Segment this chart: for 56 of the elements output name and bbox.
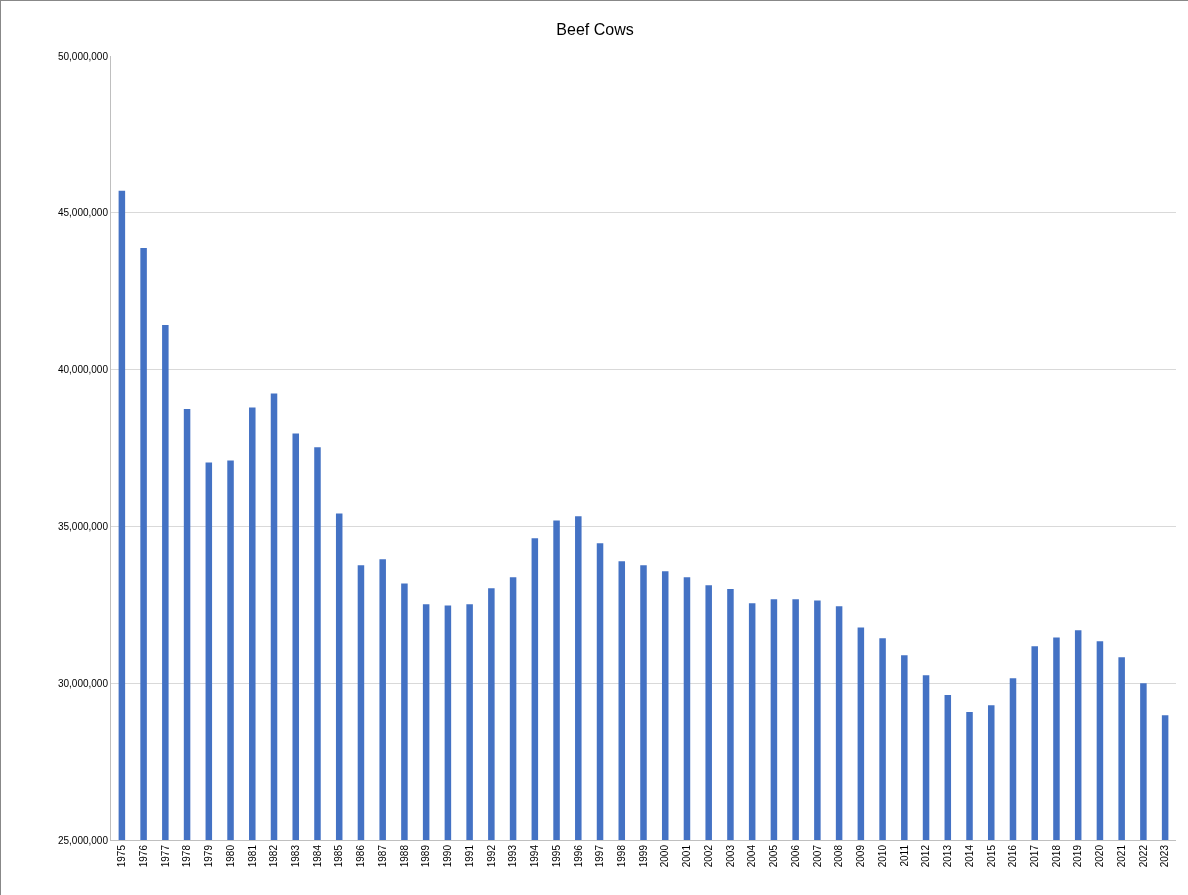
x-tick-label: 1990 bbox=[442, 844, 454, 868]
x-tick-label: 1991 bbox=[463, 844, 475, 868]
x-tick-label: 2011 bbox=[898, 844, 910, 867]
x-tick-label: 2008 bbox=[833, 844, 845, 868]
y-tick-label: 50,000,000 bbox=[57, 50, 109, 62]
x-tick-label: 1978 bbox=[181, 844, 193, 868]
x-tick-label: 1988 bbox=[398, 844, 410, 868]
x-tick-label: 2019 bbox=[1072, 844, 1084, 868]
x-tick-label: 1995 bbox=[550, 844, 562, 868]
x-tick-label: 2009 bbox=[855, 844, 867, 868]
y-tick-label: 40,000,000 bbox=[57, 364, 109, 376]
x-tick-label: 2014 bbox=[963, 844, 975, 868]
x-tick-label: 2021 bbox=[1115, 844, 1127, 868]
x-tick-label: 1981 bbox=[246, 844, 258, 868]
x-tick-label: 2005 bbox=[768, 844, 780, 868]
x-tick-label: 2020 bbox=[1094, 844, 1106, 868]
x-tick-label: 2017 bbox=[1028, 844, 1040, 868]
x-tick-label: 1982 bbox=[268, 844, 280, 868]
x-tick-label: 1994 bbox=[529, 844, 541, 868]
x-tick-label: 1985 bbox=[333, 844, 345, 868]
x-tick-label: 2015 bbox=[985, 844, 997, 868]
x-tick-label: 2004 bbox=[746, 844, 758, 868]
x-tick-label: 2013 bbox=[942, 844, 954, 868]
x-tick-label: 1977 bbox=[159, 844, 171, 868]
x-tick-label: 1996 bbox=[572, 844, 584, 868]
x-tick-label: 1986 bbox=[355, 844, 367, 868]
x-tick-label: 2022 bbox=[1137, 844, 1149, 868]
x-tick-label: 1983 bbox=[289, 844, 301, 868]
x-tick-label: 2023 bbox=[1159, 844, 1171, 868]
x-tick-label: 2001 bbox=[681, 844, 693, 868]
y-tick-label: 25,000,000 bbox=[57, 834, 109, 846]
x-tick-label: 1998 bbox=[616, 844, 628, 868]
x-tick-label: 2016 bbox=[1007, 844, 1019, 868]
chart-title: Beef Cows bbox=[556, 20, 634, 38]
x-tick-label: 1993 bbox=[507, 844, 519, 868]
x-tick-label: 2000 bbox=[659, 844, 671, 868]
x-tick-label: 1999 bbox=[637, 844, 649, 868]
x-tick-label: 2007 bbox=[811, 844, 823, 868]
x-tick-label: 1987 bbox=[376, 844, 388, 868]
x-tick-label: 1975 bbox=[116, 844, 128, 868]
x-tick-label: 2002 bbox=[702, 844, 714, 868]
x-tick-label: 1984 bbox=[311, 844, 323, 868]
x-tick-label: 1980 bbox=[224, 844, 236, 868]
x-tick-label: 1979 bbox=[203, 844, 215, 868]
x-tick-label: 2003 bbox=[724, 844, 736, 868]
y-tick-label: 45,000,000 bbox=[57, 207, 109, 219]
x-tick-label: 1976 bbox=[137, 844, 149, 868]
x-tick-label: 1997 bbox=[594, 844, 606, 868]
x-tick-label: 1992 bbox=[485, 844, 497, 868]
x-tick-label: 1989 bbox=[420, 844, 432, 868]
x-tick-label: 2006 bbox=[789, 844, 801, 868]
x-tick-label: 2018 bbox=[1050, 844, 1062, 868]
x-tick-label: 2012 bbox=[920, 844, 932, 868]
y-tick-label: 30,000,000 bbox=[57, 677, 109, 689]
x-tick-label: 2010 bbox=[876, 844, 888, 868]
y-tick-label: 35,000,000 bbox=[57, 520, 109, 532]
